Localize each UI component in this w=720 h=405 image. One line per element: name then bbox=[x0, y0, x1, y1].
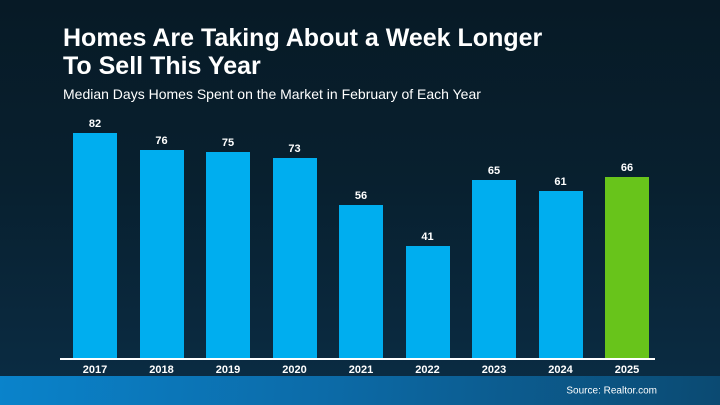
bar-value-label: 75 bbox=[221, 137, 235, 149]
x-tick-label: 2018 bbox=[149, 364, 174, 376]
bar-column: 82 bbox=[73, 118, 117, 358]
bar-value-label: 61 bbox=[554, 176, 567, 188]
bar-2018 bbox=[139, 150, 184, 358]
bar-2021 bbox=[339, 205, 383, 358]
bar-value-label: 73 bbox=[288, 143, 301, 155]
bar-column: 66 bbox=[605, 162, 649, 358]
chart-title: Homes Are Taking About a Week Longer To S… bbox=[63, 24, 542, 80]
bar-column: 75 bbox=[206, 137, 250, 358]
bar-column: 61 bbox=[538, 176, 583, 358]
bar-column: 56 bbox=[339, 190, 383, 358]
x-tick-label: 2023 bbox=[481, 364, 507, 376]
x-tick-label: 2019 bbox=[215, 364, 241, 376]
source-attribution: Source: Realtor.com bbox=[566, 385, 657, 396]
bar-value-label: 76 bbox=[155, 135, 168, 147]
bar-2023 bbox=[472, 180, 516, 358]
chart-title-line1: Homes Are Taking About a Week Longer bbox=[63, 24, 543, 52]
bar-column: 73 bbox=[272, 143, 317, 358]
plot-area: 82 76 75 73 56 41 65 61 66 bbox=[60, 118, 655, 360]
x-axis-labels: 2017 2018 2019 2020 2021 2022 2023 2024 2025 bbox=[60, 364, 655, 376]
bar-value-label: 82 bbox=[88, 118, 102, 130]
chart-header: Homes Are Taking About a Week Longer To S… bbox=[63, 24, 542, 102]
bar-2024 bbox=[538, 191, 583, 358]
bar-2025 bbox=[605, 177, 649, 358]
bar-value-label: 66 bbox=[620, 162, 634, 174]
bar-column: 41 bbox=[405, 231, 450, 358]
x-tick-label: 2024 bbox=[548, 364, 573, 376]
bar-value-label: 56 bbox=[354, 190, 368, 202]
bar-2019 bbox=[206, 152, 250, 358]
bar-value-label: 65 bbox=[487, 165, 501, 177]
bar-column: 76 bbox=[139, 135, 184, 358]
x-tick-label: 2022 bbox=[415, 364, 440, 376]
bar-2020 bbox=[272, 158, 317, 358]
bar-2022 bbox=[405, 246, 450, 358]
x-tick-label: 2021 bbox=[348, 364, 374, 376]
chart-title-line2: To Sell This Year bbox=[63, 52, 261, 80]
chart-subtitle: Median Days Homes Spent on the Market in… bbox=[63, 86, 481, 102]
x-tick-label: 2017 bbox=[82, 364, 108, 376]
bar-column: 65 bbox=[472, 165, 516, 358]
bar-chart: 82 76 75 73 56 41 65 61 66 2017 2018 2019 2020 2021 2… bbox=[60, 118, 655, 376]
x-tick-label: 2025 bbox=[614, 364, 640, 376]
x-tick-label: 2020 bbox=[282, 364, 307, 376]
footer-bar: Source: Realtor.com bbox=[0, 376, 720, 405]
bar-value-label: 41 bbox=[421, 231, 434, 243]
bar-2017 bbox=[73, 133, 117, 358]
